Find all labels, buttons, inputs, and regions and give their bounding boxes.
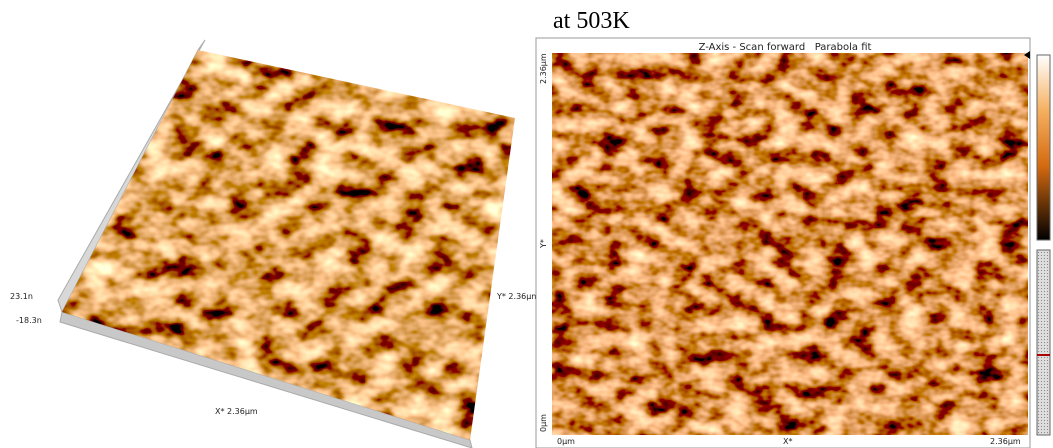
x-start-label: 0µm bbox=[557, 437, 575, 446]
color-bar bbox=[1037, 55, 1050, 240]
x-axis-label: X* 2.36µm bbox=[215, 407, 258, 416]
x-mid-label: X* bbox=[783, 437, 792, 446]
y-mid-label: Y* bbox=[539, 239, 548, 249]
z-min-label: -18.3n bbox=[16, 316, 42, 325]
histogram-bar bbox=[1037, 250, 1050, 435]
figure: 23.1n -18.3n X* 2.36µm Y* 2.36µm at 503K… bbox=[0, 0, 1053, 448]
header: Z-Axis - Scan forward Parabola fit bbox=[699, 42, 872, 53]
3d-view: 23.1n -18.3n X* 2.36µm Y* 2.36µm bbox=[10, 40, 539, 448]
title: at 503K bbox=[553, 8, 630, 34]
y-top-label: 2.36µm bbox=[539, 53, 548, 84]
2d-view: Z-Axis - Scan forward Parabola fit 2.36µ… bbox=[536, 38, 1050, 448]
x-end-label: 2.36µm bbox=[990, 437, 1021, 446]
y-bottom-label: 0µm bbox=[539, 414, 548, 432]
scan-image bbox=[552, 53, 1028, 435]
y-axis-label: Y* 2.36µm bbox=[496, 292, 539, 301]
z-max-label: 23.1n bbox=[10, 292, 33, 301]
